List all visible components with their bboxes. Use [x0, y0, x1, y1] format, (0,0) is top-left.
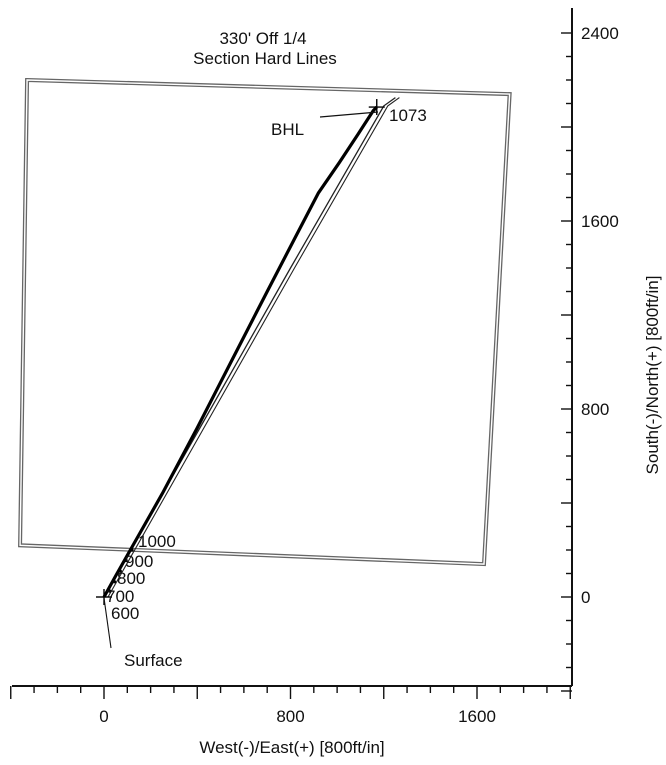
x-axis-label: West(-)/East(+) [800ft/in]: [199, 738, 384, 757]
section-hard-lines: [18, 77, 512, 567]
depth-mark-900: 900: [125, 552, 153, 571]
depth-mark-dot-800: [118, 569, 122, 573]
y-tick-label-1600: 1600: [581, 212, 619, 231]
y-tick-label-2400: 2400: [581, 24, 619, 43]
series-actual-line: [102, 105, 378, 598]
depth-mark-800: 800: [117, 569, 145, 588]
depth-mark-700: 700: [106, 587, 134, 606]
bhl-md-label: 1073: [389, 106, 427, 125]
surface-label: Surface: [124, 651, 183, 670]
depth-marks: 1000 900 800 700 600: [106, 532, 176, 623]
x-ticks: 0 800 1600: [10, 686, 571, 726]
depth-mark-dot-900: [124, 558, 128, 563]
x-tick-label-0: 0: [99, 707, 108, 726]
depth-mark-1000: 1000: [138, 532, 176, 551]
x-tick-label-1600: 1600: [458, 707, 496, 726]
hard-lines-label-1: 330' Off 1/4: [219, 29, 306, 48]
y-axis-label: South(-)/North(+) [800ft/in]: [643, 276, 662, 475]
hard-lines-label-2: Section Hard Lines: [193, 49, 337, 68]
y-ticks: 0 800 1600 2400: [561, 24, 619, 692]
y-tick-label-0: 0: [581, 588, 590, 607]
y-tick-label-800: 800: [581, 400, 609, 419]
surface-leader: [103, 597, 112, 649]
bhl-leader: [319, 111, 379, 118]
series-plan-line-offset: [107, 97, 400, 598]
section-hard-lines-inner: [19, 79, 511, 565]
depth-mark-600: 600: [111, 604, 139, 623]
depth-mark-dot-600: [108, 589, 112, 593]
depth-mark-dot-1000: [130, 548, 134, 552]
surface-marker: [96, 548, 134, 605]
x-tick-label-800: 800: [276, 707, 304, 726]
bhl-label: BHL: [271, 120, 304, 139]
depth-mark-dot-700: [112, 580, 117, 584]
